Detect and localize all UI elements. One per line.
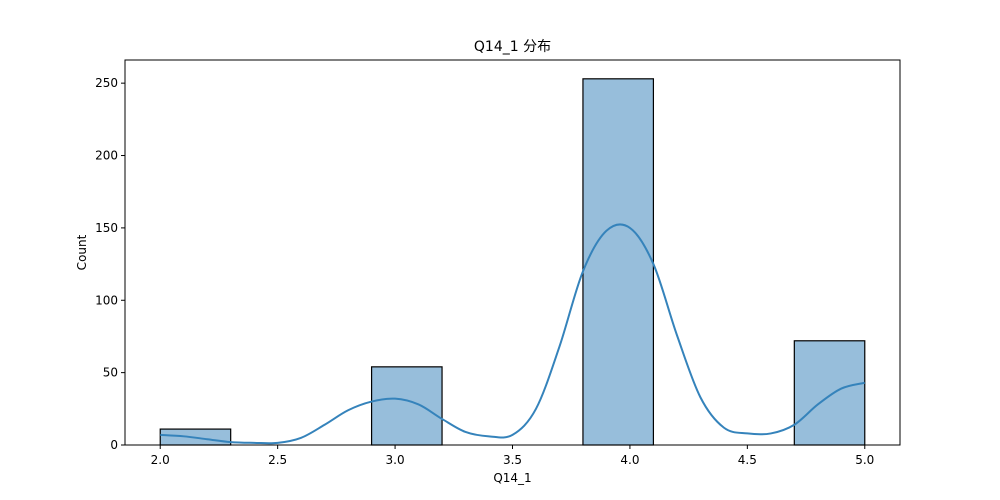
x-tick-label: 4.0 <box>620 453 639 467</box>
x-tick-label: 4.5 <box>738 453 757 467</box>
x-tick-label: 3.5 <box>503 453 522 467</box>
x-axis-label: Q14_1 <box>493 471 531 485</box>
y-axis-label: Count <box>75 234 89 270</box>
histogram-bar <box>793 340 866 446</box>
x-tick-label: 5.0 <box>855 453 874 467</box>
chart-title: Q14_1 分布 <box>474 39 551 55</box>
y-axis-ticks: 0 50 100 150 200 250 <box>95 76 125 452</box>
x-tick-label: 2.5 <box>268 453 287 467</box>
y-tick-label: 250 <box>95 76 118 90</box>
histogram-bar <box>370 366 443 446</box>
histogram-bar <box>582 78 655 446</box>
x-tick-label: 3.0 <box>386 453 405 467</box>
kde-curve <box>160 223 866 445</box>
y-tick-label: 150 <box>95 221 118 235</box>
x-axis-ticks: 2.0 2.5 3.0 3.5 4.0 4.5 5.0 <box>151 445 874 467</box>
y-tick-label: 50 <box>103 366 118 380</box>
y-tick-label: 0 <box>110 438 118 452</box>
y-tick-label: 200 <box>95 149 118 163</box>
x-tick-label: 2.0 <box>151 453 170 467</box>
y-tick-label: 100 <box>95 293 118 307</box>
